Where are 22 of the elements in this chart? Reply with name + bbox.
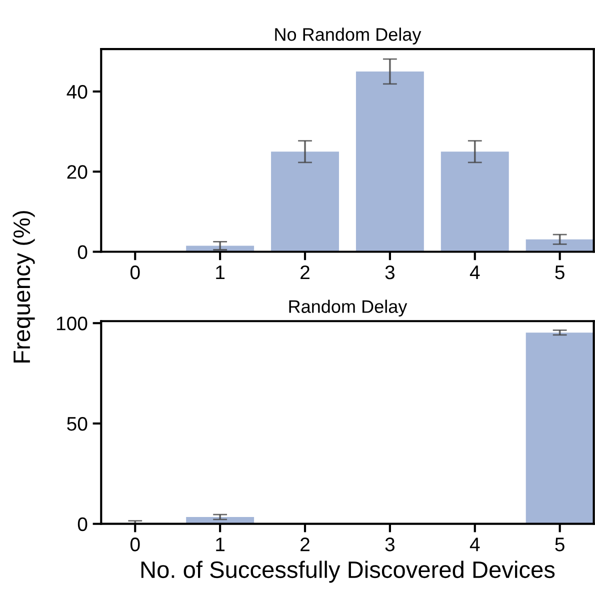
y-tick-label: 40	[66, 84, 88, 99]
x-tick-label: 0	[130, 538, 140, 552]
x-tick-label: 2	[300, 265, 310, 280]
y-tick-label: 50	[67, 416, 88, 431]
chart-title: No Random Delay	[275, 28, 422, 44]
x-tick-label: 3	[385, 265, 395, 280]
x-tick-label: 2	[300, 538, 310, 552]
chart-title: Random Delay	[289, 300, 408, 317]
y-tick-label: 0	[78, 517, 88, 532]
x-axis-title: No. of Successfully Discovered Devices	[141, 560, 555, 583]
x-tick-label: 5	[555, 266, 564, 280]
x-tick-label: 3	[385, 538, 395, 552]
y-tick-label: 20	[67, 165, 88, 179]
y-tick-label: 0	[78, 245, 88, 259]
x-tick-label: 0	[130, 265, 140, 280]
x-tick-label: 4	[470, 538, 480, 552]
y-tick-label: 100	[57, 316, 88, 330]
x-tick-label: 4	[470, 266, 480, 280]
x-tick-label: 1	[216, 266, 225, 280]
x-tick-label: 5	[555, 538, 564, 552]
y-axis-title: Frequency (%)	[12, 211, 35, 363]
x-tick-label: 1	[216, 538, 225, 552]
